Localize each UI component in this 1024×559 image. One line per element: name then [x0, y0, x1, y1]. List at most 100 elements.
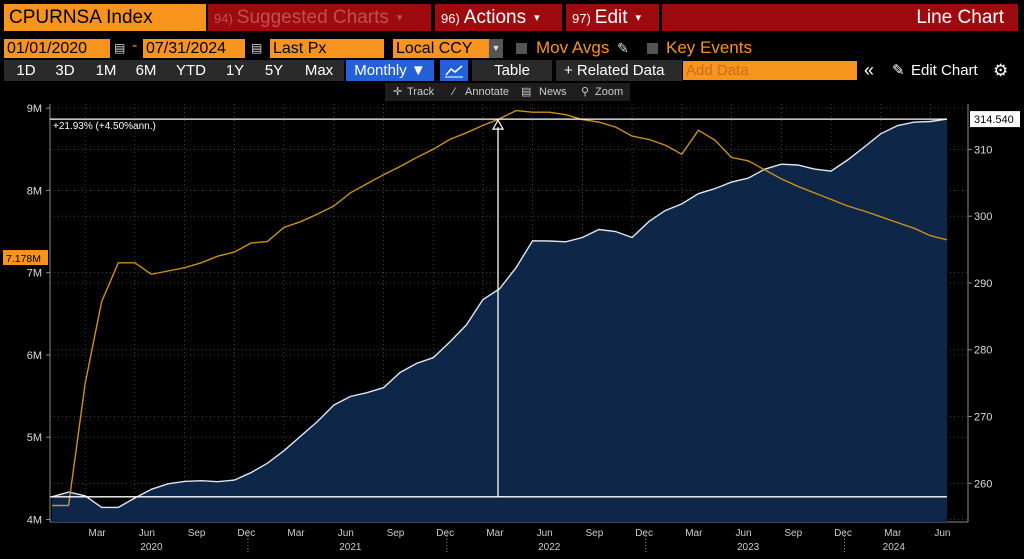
actions-button[interactable]: 96) Actions ▾	[435, 4, 562, 31]
right-tick-label: 270	[974, 411, 992, 423]
x-year-label: 2024	[883, 542, 906, 553]
annotation-label: +21.93% (+4.50%ann.)	[53, 121, 156, 132]
x-month-label: Jun	[934, 528, 950, 539]
left-tick-label: 7M	[27, 268, 42, 280]
right-last-value: 314.540	[974, 114, 1014, 126]
left-tick-label: 8M	[27, 185, 42, 197]
actions-number: 96)	[441, 11, 460, 26]
left-tick-label: 6M	[27, 350, 42, 362]
period-5y[interactable]: 5Y	[254, 60, 294, 81]
collapse-icon[interactable]: «	[864, 60, 875, 80]
controls-bar: 01/01/2020 ▤ - 07/31/2024 ▤ Last Px Loca…	[0, 37, 1024, 59]
table-button[interactable]: Table	[472, 60, 552, 81]
period-1m[interactable]: 1M	[86, 60, 126, 81]
x-month-label: Sep	[188, 528, 206, 539]
left-tick-label: 4M	[27, 515, 42, 527]
track-icon[interactable]: ✛	[393, 86, 403, 98]
end-date-field[interactable]: 07/31/2024	[143, 39, 245, 58]
right-tick-label: 280	[974, 345, 992, 357]
x-month-label: Jun	[735, 528, 751, 539]
edit-chart-button[interactable]: Edit Chart	[911, 62, 978, 79]
view-title: Line Chart	[662, 4, 1018, 31]
period-3d[interactable]: 3D	[44, 60, 86, 81]
left-axis: 4M 5M 6M 7M 8M 9M	[27, 103, 50, 527]
price-field[interactable]: Last Px	[270, 39, 384, 58]
x-year-label: 2023	[737, 542, 760, 553]
start-date-field[interactable]: 01/01/2020	[4, 39, 110, 58]
left-last-value: 7.178M	[6, 253, 41, 265]
edit-number: 97)	[572, 11, 591, 26]
ticker-field[interactable]: CPURNSA Index	[4, 4, 206, 31]
mov-avgs-checkbox[interactable]	[516, 43, 527, 54]
key-events-label[interactable]: Key Events	[666, 38, 752, 57]
cpi-area-fill	[52, 119, 947, 522]
left-last-value-box	[3, 250, 48, 266]
x-year-label: 2022	[538, 542, 561, 553]
annotation-arrow-head	[491, 118, 505, 130]
news-icon[interactable]: ▤	[521, 86, 532, 98]
suggested-charts-number: 94)	[214, 11, 233, 26]
actions-caret-icon: ▾	[534, 12, 540, 24]
track-tool[interactable]: Track	[407, 86, 435, 98]
frequency-caret-icon: ▼	[410, 62, 426, 79]
x-month-label: Sep	[585, 528, 603, 539]
x-month-label: Mar	[89, 528, 107, 539]
period-1d[interactable]: 1D	[4, 60, 48, 81]
period-1y[interactable]: 1Y	[216, 60, 254, 81]
right-tick-label: 260	[974, 478, 992, 490]
currency-dropdown-icon[interactable]: ▼	[489, 39, 503, 58]
period-6m[interactable]: 6M	[126, 60, 166, 81]
cpi-series-line	[51, 118, 948, 509]
zoom-tool[interactable]: Zoom	[595, 86, 624, 98]
left-tick-label: 9M	[27, 103, 42, 115]
mov-avgs-label[interactable]: Mov Avgs	[536, 38, 610, 57]
x-month-label: Dec	[237, 528, 255, 539]
period-ytd[interactable]: YTD	[166, 60, 216, 81]
start-calendar-icon[interactable]: ▤	[114, 41, 126, 55]
right-axis: 260 270 280 290 300 310	[968, 144, 992, 490]
x-month-label: Mar	[685, 528, 703, 539]
gear-icon[interactable]: ⚙	[993, 61, 1009, 80]
period-toolbar: 1D 3D 1M 6M YTD 1Y 5Y Max Monthly ▼ Tabl…	[0, 60, 1024, 82]
x-month-label: Sep	[784, 528, 802, 539]
period-max[interactable]: Max	[294, 60, 344, 81]
annotate-icon[interactable]: ∕	[453, 86, 455, 98]
x-axis: Mar Jun Sep Dec Mar Jun Sep Dec Mar Jun Sep Dec Mar J…	[89, 528, 950, 554]
frequency-dropdown[interactable]: Monthly ▼	[346, 60, 434, 81]
x-month-label: Jun	[338, 528, 354, 539]
right-tick-label: 290	[974, 278, 992, 290]
header-bar: CPURNSA Index 94) Suggested Charts ▾ 96) Ac…	[0, 0, 1024, 34]
x-month-label: Mar	[287, 528, 305, 539]
change-annotation: +21.93% (+4.50%ann.)	[50, 118, 947, 498]
right-tick-label: 300	[974, 211, 992, 223]
edit-caret-icon: ▾	[635, 12, 642, 24]
suggested-charts-button[interactable]: 94) Suggested Charts ▾	[208, 4, 431, 31]
x-month-label: Sep	[387, 528, 405, 539]
related-data-button[interactable]: + Related Data	[556, 60, 682, 81]
frequency-label: Monthly	[354, 62, 407, 79]
zoom-icon[interactable]: ⚲	[581, 86, 590, 98]
x-year-label: 2021	[339, 542, 362, 553]
key-events-checkbox[interactable]	[647, 43, 658, 54]
x-year-label: 2020	[140, 542, 163, 553]
x-month-label: Dec	[834, 528, 852, 539]
edit-button[interactable]: 97) Edit ▾	[566, 4, 659, 31]
pencil-icon[interactable]: ✎	[617, 40, 629, 56]
news-tool[interactable]: News	[539, 86, 567, 98]
end-calendar-icon[interactable]: ▤	[251, 41, 263, 55]
x-month-label: Dec	[436, 528, 454, 539]
currency-field[interactable]: Local CCY	[393, 39, 489, 58]
x-month-label: Mar	[884, 528, 902, 539]
x-month-label: Jun	[139, 528, 155, 539]
annotate-tool[interactable]: Annotate	[465, 86, 510, 98]
line-chart-type-icon[interactable]	[440, 60, 468, 81]
add-data-input[interactable]: Add Data	[683, 61, 857, 80]
suggested-charts-label: Suggested Charts	[236, 7, 389, 28]
right-tick-label: 310	[974, 144, 992, 156]
chart-tool-bar: ✛ Track ∕ Annotate ▤ News ⚲ Zoom	[385, 83, 630, 101]
suggested-charts-caret-icon: ▾	[396, 12, 403, 24]
x-month-label: Jun	[537, 528, 553, 539]
right-last-value-box	[970, 111, 1020, 128]
edit-chart-pencil-icon[interactable]: ✎	[892, 62, 905, 79]
